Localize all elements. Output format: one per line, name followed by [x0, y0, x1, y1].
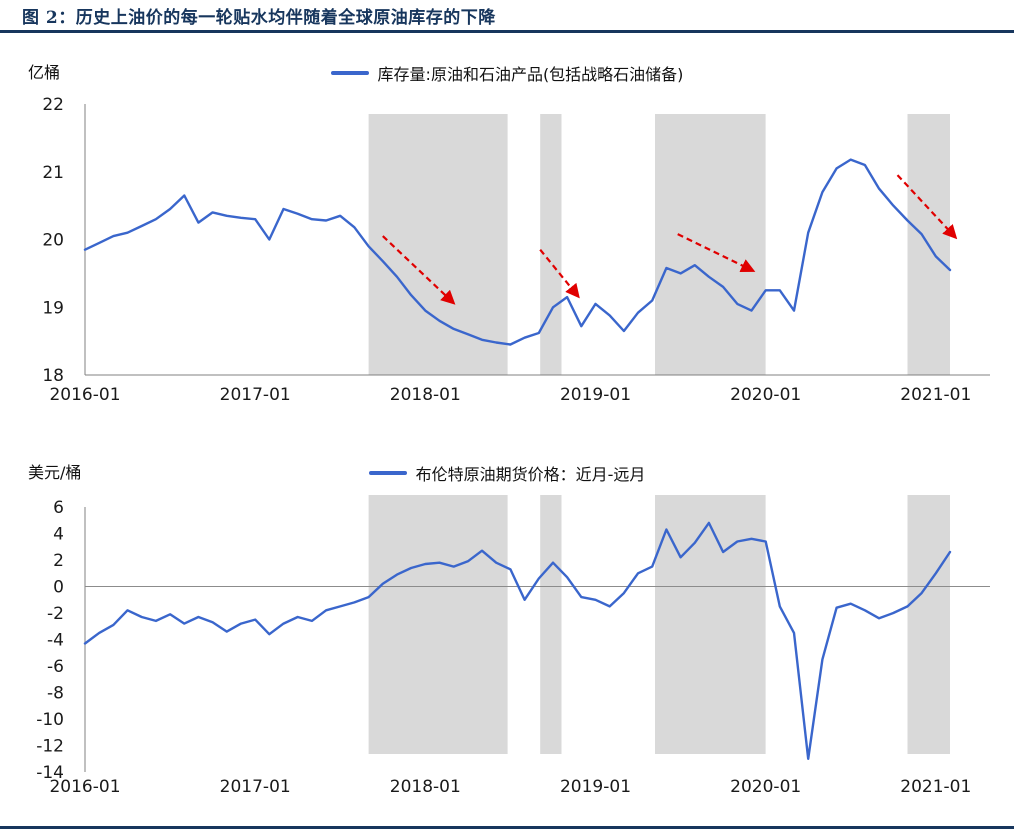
- spread-chart-header: 美元/桶 布伦特原油期货价格：近月-远月: [0, 443, 1014, 487]
- inventory-legend-label: 库存量:原油和石油产品(包括战略石油储备): [377, 65, 684, 84]
- y-tick-label: 2: [53, 551, 64, 571]
- x-tick-label: 2016-01: [49, 777, 120, 797]
- inventory-legend-line-icon: [330, 71, 369, 75]
- y-tick-label: 19: [42, 298, 64, 318]
- inventory-line: [83, 158, 952, 346]
- y-tick-label: -2: [47, 604, 64, 624]
- trend-arrow: [896, 174, 958, 240]
- x-tick-label: 2017-01: [220, 385, 291, 405]
- spread-legend-label: 布伦特原油期货价格：近月-远月: [415, 465, 646, 484]
- highlight-band: [540, 495, 562, 754]
- y-tick-label: -8: [47, 684, 64, 704]
- inventory-y-unit-label: 亿桶: [28, 63, 61, 82]
- x-tick-label: 2019-01: [560, 385, 631, 405]
- inventory-legend: 库存量:原油和石油产品(包括战略石油储备): [0, 61, 1014, 85]
- y-tick-label: 18: [42, 366, 64, 386]
- highlight-band: [655, 114, 766, 375]
- x-tick-label: 2021-01: [900, 385, 971, 405]
- highlight-band: [368, 114, 508, 375]
- y-tick-label: -12: [36, 737, 64, 757]
- spread-legend: 布伦特原油期货价格：近月-远月: [0, 461, 1014, 485]
- highlight-band: [540, 114, 562, 375]
- x-tick-label: 2020-01: [730, 777, 801, 797]
- spread-y-unit-label: 美元/桶: [28, 463, 82, 482]
- y-tick-label: 22: [42, 95, 64, 115]
- x-tick-label: 2020-01: [730, 385, 801, 405]
- x-tick-label: 2018-01: [390, 385, 461, 405]
- y-tick-label: 21: [42, 163, 64, 183]
- x-tick-label: 2017-01: [220, 777, 291, 797]
- y-tick-label: 4: [53, 525, 64, 545]
- y-tick-label: 6: [53, 498, 64, 518]
- x-tick-label: 2019-01: [560, 777, 631, 797]
- trend-arrow: [382, 235, 456, 305]
- figure-title-bar: 图 2：历史上油价的每一轮贴水均伴随着全球原油库存的下降: [0, 0, 1014, 33]
- highlight-band: [368, 495, 508, 754]
- x-tick-label: 2018-01: [390, 777, 461, 797]
- y-tick-label: -14: [36, 763, 64, 783]
- y-tick-label: 20: [42, 231, 64, 251]
- x-tick-label: 2016-01: [49, 385, 120, 405]
- y-tick-label: -10: [36, 710, 64, 730]
- spread-line: [83, 521, 952, 760]
- highlight-band: [907, 495, 950, 754]
- x-tick-label: 2021-01: [900, 777, 971, 797]
- y-tick-label: -4: [47, 631, 64, 651]
- inventory-chart-header: 亿桶 库存量:原油和石油产品(包括战略石油储备): [0, 53, 1014, 87]
- highlight-band: [655, 495, 766, 754]
- figure-title: 图 2：历史上油价的每一轮贴水均伴随着全球原油库存的下降: [22, 7, 496, 28]
- bottom-rule: [0, 826, 1014, 829]
- spread-legend-line-icon: [368, 471, 407, 475]
- y-tick-label: -6: [47, 657, 64, 677]
- y-tick-label: 0: [53, 578, 64, 598]
- trend-arrow: [677, 233, 756, 273]
